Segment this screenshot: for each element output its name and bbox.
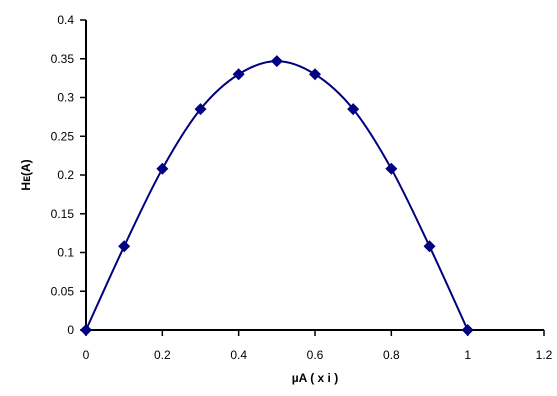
- y-tick-label: 0.1: [57, 246, 74, 260]
- x-ticks: 0 0.2 0.4 0.6 0.8 1 1.2: [83, 330, 553, 362]
- data-point-marker: [156, 162, 169, 175]
- x-tick-label: 0.2: [154, 348, 171, 362]
- y-tick-label: 0.25: [51, 129, 75, 143]
- x-tick-label: 0.4: [230, 348, 247, 362]
- data-point-marker: [194, 103, 207, 116]
- x-tick-label: 0.6: [307, 348, 324, 362]
- data-point-marker: [423, 240, 436, 253]
- y-tick-label: 0.2: [57, 168, 74, 182]
- data-point-marker: [309, 68, 321, 81]
- data-point-marker: [461, 324, 474, 336]
- x-tick-label: 0.8: [383, 348, 400, 362]
- y-tick-label: 0.05: [51, 284, 75, 298]
- data-point-marker: [232, 68, 245, 81]
- x-tick-label: 1.2: [536, 348, 553, 362]
- data-point-marker: [118, 240, 131, 253]
- x-axis-label: µA ( x i ): [292, 371, 338, 385]
- axes: [85, 20, 544, 331]
- data-point-marker: [385, 162, 398, 175]
- y-axis-label: Hᴇ(A): [19, 159, 33, 190]
- data-point-marker: [270, 55, 283, 68]
- y-tick-label: 0: [67, 323, 74, 337]
- x-tick-label: 1: [464, 348, 471, 362]
- data-point-marker: [80, 324, 92, 336]
- data-point-marker: [347, 103, 360, 116]
- y-tick-label: 0.35: [51, 52, 75, 66]
- y-tick-label: 0.3: [57, 91, 74, 105]
- y-ticks: 0 0.05 0.1 0.15 0.2 0.25 0.3 0.35 0.4: [51, 13, 86, 337]
- y-tick-label: 0.4: [57, 13, 74, 27]
- series-line: [85, 60, 469, 331]
- y-tick-label: 0.15: [51, 207, 75, 221]
- markers: [80, 55, 474, 336]
- x-tick-label: 0: [83, 348, 90, 362]
